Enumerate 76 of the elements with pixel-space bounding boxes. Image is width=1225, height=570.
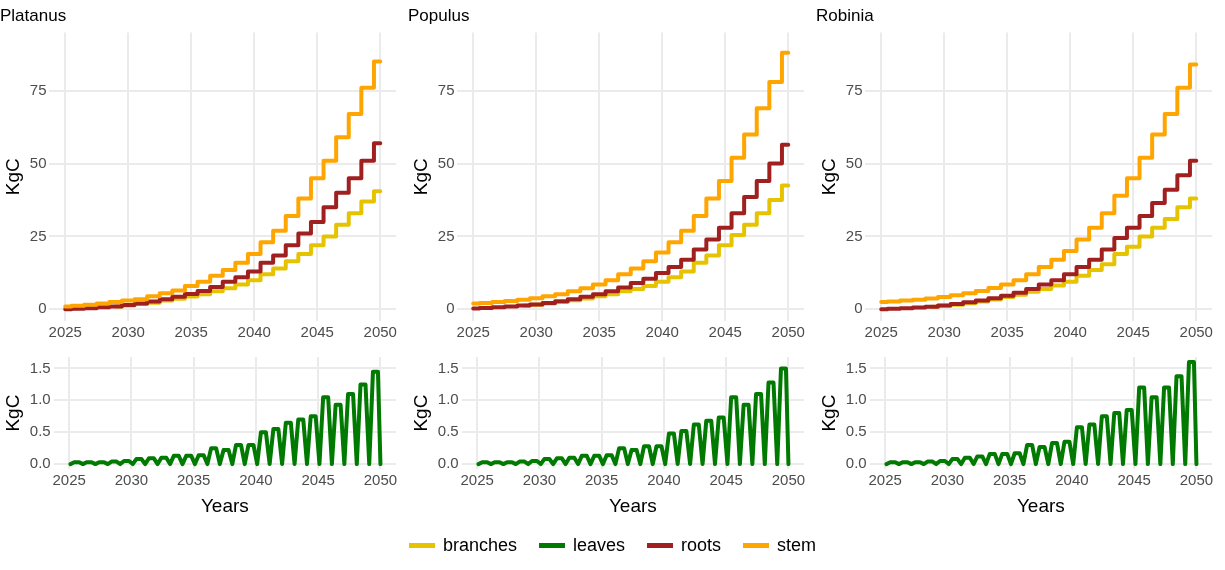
- x-tick-label: 2050: [363, 323, 397, 341]
- y-tick-label: 0.5: [29, 422, 51, 440]
- x-tick-label: 2050: [363, 471, 398, 489]
- x-tick-label: 2040: [239, 471, 273, 489]
- x-tick-label: 2030: [114, 471, 149, 489]
- y-tick-label: 0: [854, 299, 863, 317]
- x-axis-title: Years: [1016, 494, 1065, 516]
- x-tick-label: 2050: [1179, 323, 1213, 341]
- y-tick-label: 50: [845, 153, 863, 171]
- y-axis-title: KgC: [1, 394, 23, 432]
- y-tick-label: 25: [845, 226, 863, 244]
- y-tick-label: 0: [446, 299, 455, 317]
- x-tick-label: 2030: [519, 323, 553, 341]
- x-tick-label: 2040: [1055, 471, 1089, 489]
- x-tick-label: 2025: [48, 323, 82, 341]
- y-tick-label: 1.0: [437, 390, 459, 408]
- x-tick-label: 2045: [1117, 471, 1151, 489]
- x-axis-title: Years: [200, 494, 249, 516]
- y-tick-label: 75: [845, 80, 863, 98]
- y-tick-label: 0.0: [29, 454, 51, 472]
- x-tick-label: 2035: [582, 323, 616, 341]
- y-tick-label: 50: [437, 153, 455, 171]
- x-tick-label: 2050: [771, 323, 805, 341]
- legend-label: roots: [681, 534, 722, 556]
- x-tick-label: 2030: [111, 323, 145, 341]
- y-axis-title: KgC: [409, 158, 431, 196]
- x-tick-label: 2025: [868, 471, 902, 489]
- x-tick-label: 2045: [708, 323, 742, 341]
- y-tick-label: 25: [437, 226, 455, 244]
- y-axis-title: KgC: [817, 158, 839, 196]
- x-tick-label: 2040: [645, 323, 679, 341]
- chart-title: Robinia: [816, 5, 875, 25]
- y-tick-label: 0.5: [845, 422, 867, 440]
- x-tick-label: 2025: [460, 471, 494, 489]
- x-tick-label: 2035: [585, 471, 619, 489]
- y-axis-title: KgC: [1, 158, 23, 196]
- x-tick-label: 2045: [301, 471, 335, 489]
- y-tick-label: 0: [38, 299, 47, 317]
- x-axis-title: Years: [608, 494, 657, 516]
- x-tick-label: 2050: [771, 471, 806, 489]
- x-tick-label: 2035: [174, 323, 208, 341]
- x-tick-label: 2030: [930, 471, 965, 489]
- y-tick-label: 0.0: [437, 454, 459, 472]
- chart-title: Platanus: [0, 5, 67, 25]
- x-tick-label: 2035: [177, 471, 211, 489]
- y-tick-label: 25: [29, 226, 47, 244]
- legend-label: leaves: [572, 534, 626, 556]
- y-axis-title: KgC: [409, 394, 431, 432]
- y-tick-label: 0.0: [845, 454, 867, 472]
- y-axis-title: KgC: [817, 394, 839, 432]
- x-tick-label: 2040: [1053, 323, 1087, 341]
- y-tick-label: 1.0: [29, 390, 51, 408]
- y-tick-label: 75: [437, 80, 455, 98]
- y-tick-label: 1.5: [29, 358, 51, 376]
- x-tick-label: 2040: [237, 323, 271, 341]
- x-tick-label: 2025: [456, 323, 490, 341]
- y-tick-label: 50: [29, 153, 47, 171]
- y-tick-label: 75: [29, 80, 47, 98]
- legend-label: branches: [442, 534, 517, 556]
- y-tick-label: 1.5: [437, 358, 459, 376]
- x-tick-label: 2030: [927, 323, 961, 341]
- y-tick-label: 0.5: [437, 422, 459, 440]
- x-tick-label: 2045: [709, 471, 743, 489]
- x-tick-label: 2025: [52, 471, 86, 489]
- x-tick-label: 2050: [1179, 471, 1214, 489]
- x-tick-label: 2025: [864, 323, 898, 341]
- x-tick-label: 2045: [1116, 323, 1150, 341]
- chart-title: Populus: [408, 5, 470, 25]
- x-tick-label: 2030: [522, 471, 557, 489]
- x-tick-label: 2035: [993, 471, 1027, 489]
- x-tick-label: 2040: [647, 471, 681, 489]
- y-tick-label: 1.0: [845, 390, 867, 408]
- legend-label: stem: [777, 534, 817, 556]
- x-tick-label: 2035: [990, 323, 1024, 341]
- y-tick-label: 1.5: [845, 358, 867, 376]
- x-tick-label: 2045: [300, 323, 334, 341]
